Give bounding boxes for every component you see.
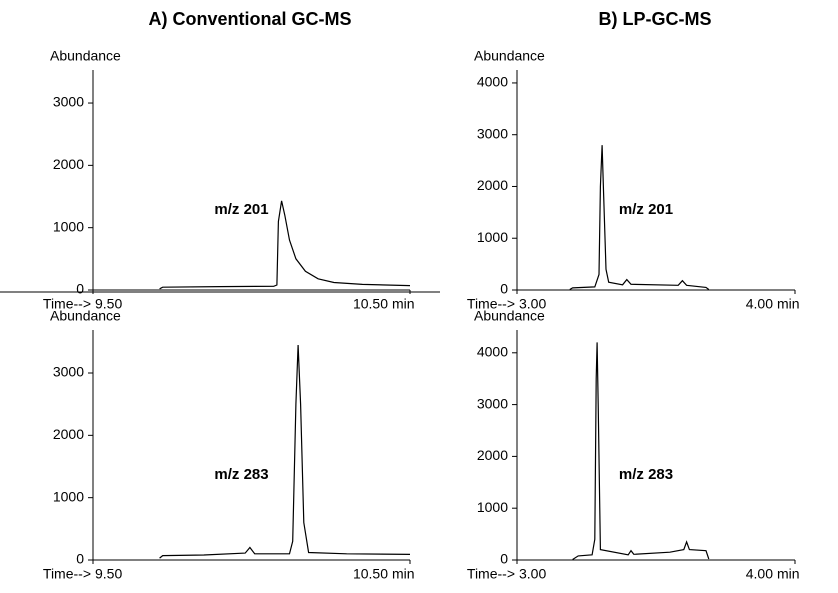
x-tick-label: 9.50 [95,296,122,312]
trace [159,200,411,290]
x-axis-label: Time--> [43,296,91,312]
y-tick-label: 2000 [477,447,508,463]
x-tick-label: 10.50 [353,296,388,312]
x-axis-label: Time--> [43,566,91,582]
y-tick-label: 0 [500,281,508,297]
y-tick-label: 4000 [477,74,508,90]
annotation: m/z 283 [214,466,268,483]
x-tick-label: 3.00 [519,296,546,312]
x-tick-label: 10.50 [353,566,388,582]
y-axis-label: Abundance [474,48,545,64]
x-axis-label: Time--> [467,296,515,312]
trace [572,342,710,561]
annotation: m/z 201 [619,201,673,218]
x-axis-unit: min [777,296,800,312]
y-tick-label: 2000 [477,177,508,193]
y-tick-label: 3000 [477,395,508,411]
y-tick-label: 2000 [53,156,84,172]
x-axis-unit: min [392,566,415,582]
y-tick-label: 0 [76,551,84,567]
y-axis-label: Abundance [50,48,121,64]
panel-title: A) Conventional GC-MS [149,9,352,29]
y-tick-label: 1000 [477,499,508,515]
y-tick-label: 3000 [53,94,84,110]
y-tick-label: 3000 [477,125,508,141]
y-tick-label: 3000 [53,364,84,380]
y-tick-label: 1000 [53,488,84,504]
x-tick-label: 4.00 [746,296,773,312]
y-axis-label: Abundance [474,308,545,324]
annotation: m/z 283 [619,466,673,483]
y-tick-label: 1000 [477,229,508,245]
trace [569,145,710,291]
x-tick-label: 9.50 [95,566,122,582]
annotation: m/z 201 [214,201,268,218]
x-axis-label: Time--> [467,566,515,582]
x-axis-unit: min [777,566,800,582]
panel-title: B) LP-GC-MS [599,9,712,29]
x-tick-label: 3.00 [519,566,546,582]
x-axis-unit: min [392,296,415,312]
y-axis-label: Abundance [50,308,121,324]
y-tick-label: 2000 [53,426,84,442]
trace [159,344,411,559]
y-tick-label: 0 [500,551,508,567]
x-tick-label: 4.00 [746,566,773,582]
y-tick-label: 0 [76,281,84,297]
y-tick-label: 4000 [477,343,508,359]
y-tick-label: 1000 [53,218,84,234]
